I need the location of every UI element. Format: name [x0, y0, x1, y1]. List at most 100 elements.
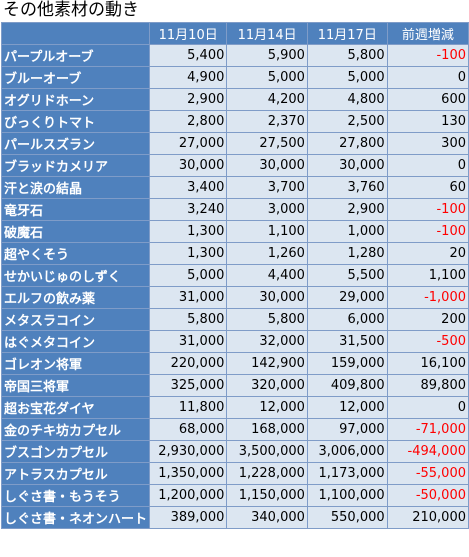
table-row: しぐさ書・もうそう 1,200,000 1,150,000 1,100,000 -50,… — [0, 484, 469, 507]
weekly-change: 1,100 — [386, 264, 469, 287]
price-nov10: 30,000 — [149, 154, 228, 177]
price-nov17: 5,800 — [306, 44, 388, 67]
price-nov17: 1,280 — [306, 242, 388, 265]
price-nov14: 340,000 — [226, 506, 308, 529]
weekly-change: -50,000 — [386, 484, 469, 507]
weekly-change: 210,000 — [386, 506, 469, 529]
price-nov10: 5,400 — [149, 44, 228, 67]
table-row: 金のチキ坊カプセル 68,000 168,000 97,000 -71,000 — [0, 418, 469, 441]
material-name: 帝国三将軍 — [0, 374, 151, 397]
material-name: 破魔石 — [0, 220, 151, 243]
weekly-change: 60 — [386, 176, 469, 199]
weekly-change: 0 — [386, 154, 469, 177]
price-nov10: 68,000 — [149, 418, 228, 441]
price-nov14: 142,900 — [226, 352, 308, 375]
material-name: 金のチキ坊カプセル — [0, 418, 151, 441]
weekly-change: -1,000 — [386, 286, 469, 309]
material-name: ブラッドカメリア — [0, 154, 151, 177]
table-row: ブルーオーブ 4,900 5,000 5,000 0 — [0, 66, 469, 89]
weekly-change: 300 — [386, 132, 469, 155]
table-row: 汗と涙の結晶 3,400 3,700 3,760 60 — [0, 176, 469, 199]
price-nov10: 11,800 — [149, 396, 228, 419]
price-nov10: 4,900 — [149, 66, 228, 89]
price-nov10: 3,240 — [149, 198, 228, 221]
price-nov14: 4,400 — [226, 264, 308, 287]
table-row: パールスズラン 27,000 27,500 27,800 300 — [0, 132, 469, 155]
material-name: せかいじゅのしずく — [0, 264, 151, 287]
table-row: アトラスカプセル 1,350,000 1,228,000 1,173,000 -55,0… — [0, 462, 469, 485]
price-nov10: 1,200,000 — [149, 484, 228, 507]
price-nov17: 2,500 — [306, 110, 388, 133]
price-nov17: 31,500 — [306, 330, 388, 353]
table-row: しぐさ書・ネオンハート 389,000 340,000 550,000 210,000 — [0, 506, 469, 529]
weekly-change: 600 — [386, 88, 469, 111]
table-row: 超お宝花ダイヤ 11,800 12,000 12,000 0 — [0, 396, 469, 419]
material-name: 超やくそう — [0, 242, 151, 265]
material-name: オグリドホーン — [0, 88, 151, 111]
table-row: 帝国三将軍 325,000 320,000 409,800 89,800 — [0, 374, 469, 397]
table-row: せかいじゅのしずく 5,000 4,400 5,500 1,100 — [0, 264, 469, 287]
price-nov10: 220,000 — [149, 352, 228, 375]
weekly-change: 89,800 — [386, 374, 469, 397]
weekly-change: 200 — [386, 308, 469, 331]
weekly-change: -71,000 — [386, 418, 469, 441]
price-nov14: 4,200 — [226, 88, 308, 111]
price-nov17: 30,000 — [306, 154, 388, 177]
weekly-change: -100 — [386, 220, 469, 243]
weekly-change: -494,000 — [386, 440, 469, 463]
table-row: ブラッドカメリア 30,000 30,000 30,000 0 — [0, 154, 469, 177]
price-nov17: 12,000 — [306, 396, 388, 419]
material-name: しぐさ書・ネオンハート — [0, 506, 151, 529]
price-nov14: 12,000 — [226, 396, 308, 419]
price-nov10: 3,400 — [149, 176, 228, 199]
material-name: しぐさ書・もうそう — [0, 484, 151, 507]
price-nov10: 325,000 — [149, 374, 228, 397]
price-nov14: 3,500,000 — [226, 440, 308, 463]
weekly-change: 0 — [386, 396, 469, 419]
price-nov14: 3,000 — [226, 198, 308, 221]
table-row: 超やくそう 1,300 1,260 1,280 20 — [0, 242, 469, 265]
material-name: ブルーオーブ — [0, 66, 151, 89]
table-row: エルフの飲み薬 31,000 30,000 29,000 -1,000 — [0, 286, 469, 309]
price-nov17: 6,000 — [306, 308, 388, 331]
table-row: はぐメタコイン 31,000 32,000 31,500 -500 — [0, 330, 469, 353]
table-row: オグリドホーン 2,900 4,200 4,800 600 — [0, 88, 469, 111]
price-nov17: 1,100,000 — [306, 484, 388, 507]
table-row: びっくりトマト 2,800 2,370 2,500 130 — [0, 110, 469, 133]
table-row: 破魔石 1,300 1,100 1,000 -100 — [0, 220, 469, 243]
material-name: アトラスカプセル — [0, 462, 151, 485]
price-nov14: 5,800 — [226, 308, 308, 331]
header-nov17: 11月17日 — [306, 22, 388, 45]
price-table: 11月10日 11月14日 11月17日 前週増減 パープルオーブ 5,400 5,… — [0, 22, 469, 529]
weekly-change: 20 — [386, 242, 469, 265]
price-nov14: 168,000 — [226, 418, 308, 441]
price-nov17: 29,000 — [306, 286, 388, 309]
material-name: 超お宝花ダイヤ — [0, 396, 151, 419]
material-name: メタスラコイン — [0, 308, 151, 331]
price-nov17: 27,800 — [306, 132, 388, 155]
table-row: ゴレオン将軍 220,000 142,900 159,000 16,100 — [0, 352, 469, 375]
material-name: ゴレオン将軍 — [0, 352, 151, 375]
material-name: エルフの飲み薬 — [0, 286, 151, 309]
price-nov14: 27,500 — [226, 132, 308, 155]
price-nov17: 159,000 — [306, 352, 388, 375]
table-row: メタスラコイン 5,800 5,800 6,000 200 — [0, 308, 469, 331]
price-nov17: 3,760 — [306, 176, 388, 199]
table-row: パープルオーブ 5,400 5,900 5,800 -100 — [0, 44, 469, 67]
price-nov17: 2,900 — [306, 198, 388, 221]
price-nov17: 409,800 — [306, 374, 388, 397]
price-nov17: 97,000 — [306, 418, 388, 441]
price-nov14: 1,100 — [226, 220, 308, 243]
table-row: ブスゴンカプセル 2,930,000 3,500,000 3,006,000 -494,… — [0, 440, 469, 463]
header-row: 11月10日 11月14日 11月17日 前週増減 — [0, 22, 469, 45]
price-nov10: 1,350,000 — [149, 462, 228, 485]
price-nov17: 550,000 — [306, 506, 388, 529]
price-nov10: 2,930,000 — [149, 440, 228, 463]
material-name: びっくりトマト — [0, 110, 151, 133]
price-nov14: 5,900 — [226, 44, 308, 67]
price-nov10: 31,000 — [149, 286, 228, 309]
weekly-change: 0 — [386, 66, 469, 89]
price-nov17: 5,000 — [306, 66, 388, 89]
weekly-change: 130 — [386, 110, 469, 133]
material-name: パープルオーブ — [0, 44, 151, 67]
